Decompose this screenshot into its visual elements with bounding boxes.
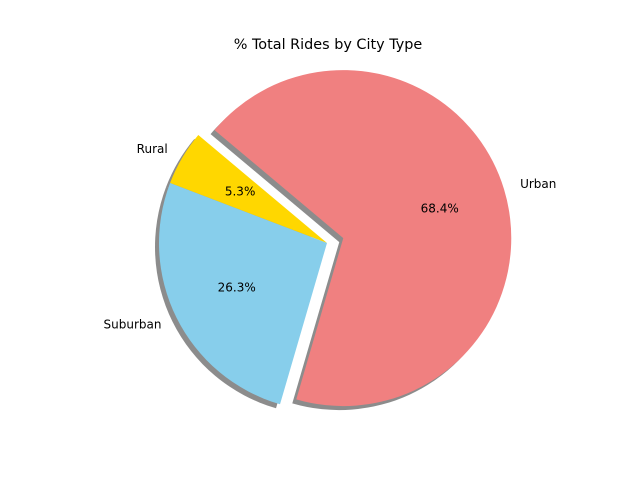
slice-label-urban: Urban [520,177,556,191]
pie-slices [159,70,512,407]
slice-rural [170,135,327,243]
pie-labels: Rural 5.3% Suburban 26.3% Urban 68.4% [104,142,557,332]
slice-label-rural: Rural [137,142,168,156]
slice-label-suburban: Suburban [104,318,162,332]
slice-percent-suburban: 26.3% [218,280,256,294]
slice-percent-urban: 68.4% [421,201,459,215]
chart-title: % Total Rides by City Type [234,37,423,53]
slice-suburban [159,183,327,405]
slice-urban [214,70,512,407]
slice-percent-rural: 5.3% [225,184,256,198]
